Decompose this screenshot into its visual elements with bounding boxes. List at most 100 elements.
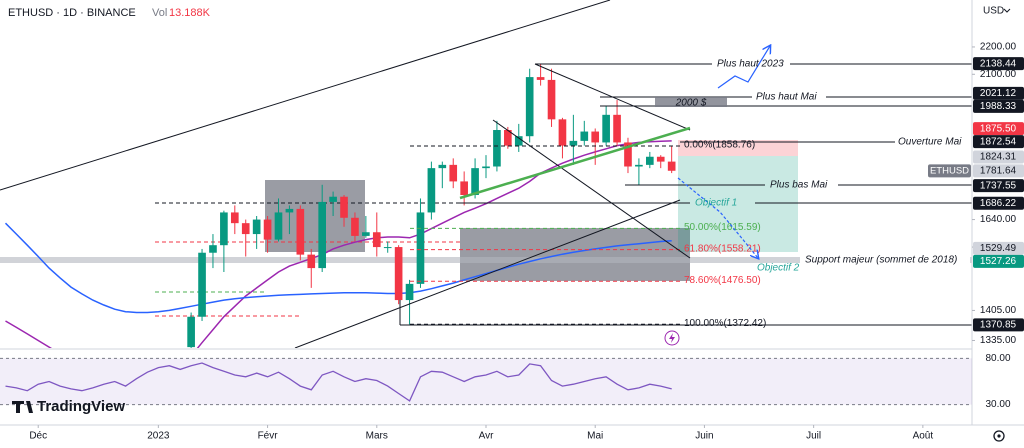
support-band — [0, 257, 972, 263]
annotation: Plus haut Mai — [756, 92, 817, 103]
candle-body — [536, 77, 545, 80]
candle-body — [525, 77, 534, 137]
price-label: 1988.33 — [980, 101, 1017, 112]
candle-body — [340, 196, 348, 218]
price-label-bg — [973, 122, 1024, 136]
trend-line — [492, 119, 691, 259]
candle-body — [504, 130, 512, 146]
trend-line — [294, 199, 681, 348]
candle-body — [263, 219, 272, 240]
x-tick-label: Juin — [695, 431, 713, 442]
x-tick-label: Mars — [366, 431, 388, 442]
annotation-bg — [800, 253, 970, 267]
annotation: Objectif 2 — [757, 263, 800, 274]
x-tick-label: 2023 — [147, 431, 170, 442]
settings-button[interactable] — [993, 430, 1005, 442]
settings-button-dot — [997, 434, 1001, 438]
price-label-bg — [973, 254, 1024, 268]
price-label-bg — [973, 57, 1024, 71]
symbol-title: ETHUSD · 1D · BINANCE — [8, 7, 136, 19]
rsi-pane — [0, 357, 972, 406]
rsi-tick-label: 30.00 — [985, 399, 1010, 410]
symbol-tag-bg — [928, 164, 971, 178]
candle-body — [318, 201, 327, 269]
price-label: 2021.12 — [980, 88, 1017, 99]
level-box — [655, 97, 727, 107]
candle-body — [449, 164, 458, 182]
candle-body — [656, 156, 665, 162]
logo: TradingView — [12, 398, 125, 415]
candle-body — [362, 232, 370, 236]
price-label: 1824.31 — [980, 152, 1017, 163]
candle-body — [493, 130, 501, 167]
candle-body — [209, 245, 217, 253]
candle-body — [645, 156, 654, 165]
price-label-bg — [973, 179, 1024, 193]
candle-body — [241, 223, 250, 235]
volume-value: 13.188K — [169, 7, 211, 19]
projection-arrow — [717, 46, 770, 89]
candle-body — [438, 164, 447, 169]
candle-body — [296, 208, 305, 255]
candle-body — [329, 196, 337, 202]
candle-body — [591, 131, 600, 143]
candle-body — [569, 140, 578, 146]
fib-label: 61.80%(1558.21) — [684, 243, 761, 254]
currency-selector[interactable]: USD — [983, 6, 1004, 17]
x-tick-label: Juil — [806, 431, 821, 442]
candle-body — [427, 168, 436, 213]
symbol-tag: ETHUSD — [930, 165, 969, 176]
candle-body — [187, 316, 195, 348]
fib-label: 0.00%(1858.76) — [684, 140, 755, 151]
rsi-tick-label: 80.00 — [985, 353, 1010, 364]
candle-body — [667, 161, 676, 171]
candle-body — [394, 247, 403, 301]
logo-mark — [12, 401, 33, 413]
candle-body — [602, 114, 610, 143]
y-tick-label: 2100.00 — [980, 69, 1017, 80]
rsi-band — [0, 358, 972, 405]
trend-line — [0, 0, 611, 191]
price-pane: 0.00%(1858.76) 50.00%(1615.59) 61.80%(1558… — [0, 0, 972, 348]
y-tick-label: 1640.00 — [980, 214, 1017, 225]
price-label: 1875.50 — [980, 123, 1017, 134]
range-box — [460, 228, 690, 281]
annotation: Ouverture Mai — [898, 137, 962, 148]
price-label: 1370.85 — [980, 320, 1017, 331]
rsi-line — [5, 362, 672, 402]
candle-body — [383, 247, 392, 249]
annotation: Objectif 1 — [695, 198, 737, 209]
price-label: 1872.54 — [980, 136, 1017, 147]
dropdown-caret — [1003, 8, 1011, 13]
stop-zone — [678, 140, 798, 156]
price-label: 1529.49 — [980, 243, 1017, 254]
candle-body — [252, 219, 261, 235]
price-label-bg — [973, 86, 1024, 100]
price-label: 2138.44 — [980, 58, 1017, 69]
candle-body — [285, 208, 294, 213]
price-label-bg — [973, 164, 1024, 178]
annotation: Support majeur (sommet de 2018) — [805, 255, 957, 266]
price-label: 1527.26 — [980, 256, 1017, 267]
y-tick-label: 1405.00 — [980, 305, 1017, 316]
logo-text: TradingView — [37, 398, 125, 415]
x-tick-label: Févr — [258, 431, 279, 442]
candle-body — [405, 283, 414, 301]
candle-body — [230, 212, 239, 224]
candle-body — [274, 212, 283, 240]
candle-body — [613, 114, 621, 143]
annotation: 2000 $ — [675, 98, 707, 109]
candle-body — [307, 254, 316, 269]
y-tick-label: 2200.00 — [980, 42, 1017, 53]
candle-body — [471, 168, 479, 196]
candle-body — [635, 164, 643, 167]
candle-body — [547, 79, 556, 120]
target-zone — [678, 156, 798, 252]
price-label-bg — [973, 196, 1024, 210]
drawings-back — [0, 140, 972, 317]
candle-body — [514, 136, 523, 146]
price-label: 1781.64 — [980, 166, 1017, 177]
annotation: Plus haut 2023 — [717, 59, 784, 70]
